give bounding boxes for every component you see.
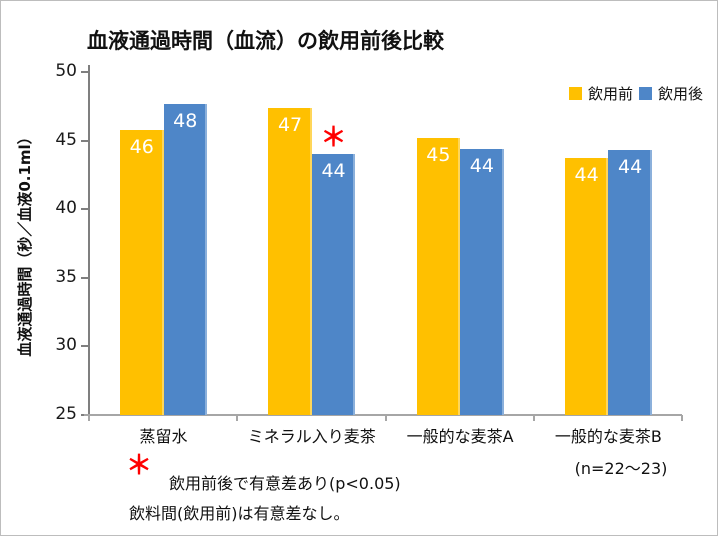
bar-after-1 bbox=[311, 154, 356, 415]
x-category-label-3: 一般的な麦茶B bbox=[554, 427, 662, 446]
y-tick-mark bbox=[81, 139, 88, 142]
bar-value-label: 48 bbox=[173, 109, 198, 132]
y-axis-title: 血液通過時間（秒／血液0.1ml） bbox=[16, 129, 34, 357]
bar-value-label: 44 bbox=[574, 164, 599, 187]
y-tick-mark bbox=[81, 276, 88, 279]
legend-label-after: 飲用後 bbox=[657, 84, 703, 103]
bar-before-3 bbox=[564, 158, 609, 415]
y-tick-mark bbox=[81, 208, 88, 211]
x-axis-line bbox=[84, 414, 682, 416]
bar-after-0 bbox=[163, 103, 207, 415]
bar-value-label: 44 bbox=[469, 154, 494, 177]
sample-size-note: (n=22～23) bbox=[574, 459, 668, 478]
x-tick-mark bbox=[384, 415, 387, 421]
x-category-label-0: 蒸留水 bbox=[139, 427, 188, 446]
legend-swatch-after-icon bbox=[638, 86, 652, 100]
y-axis-line bbox=[88, 65, 90, 415]
x-tick-mark bbox=[236, 415, 239, 421]
x-category-label-1: ミネラル入り麦茶 bbox=[247, 427, 376, 446]
bar-before-2 bbox=[416, 137, 461, 415]
bar-after-3 bbox=[608, 150, 652, 415]
chart-title: 血液通過時間（血流）の飲用前後比較 bbox=[87, 29, 444, 53]
y-tick-mark bbox=[81, 345, 88, 348]
y-tick-label: 50 bbox=[55, 61, 77, 81]
legend-swatch-before-icon bbox=[568, 86, 582, 100]
x-tick-mark bbox=[681, 415, 683, 421]
bar-value-label: 47 bbox=[277, 113, 303, 136]
y-tick-label: 45 bbox=[55, 129, 77, 150]
bar-value-label: 45 bbox=[426, 143, 451, 166]
bar-value-label: 46 bbox=[129, 135, 154, 158]
x-tick-mark bbox=[88, 415, 90, 421]
chart-significance-asterisk-icon: ＊ bbox=[320, 123, 347, 154]
legend: 飲用前 飲用後 bbox=[531, 83, 703, 103]
y-tick-label: 35 bbox=[55, 266, 77, 287]
footnote-significant: 飲用前後で有意差あり(p<0.05) bbox=[169, 474, 401, 493]
x-tick-mark bbox=[532, 415, 535, 421]
bar-before-1 bbox=[268, 107, 312, 415]
legend-label-before: 飲用前 bbox=[587, 84, 633, 103]
footnote-no-difference: 飲料間(飲用前)は有意差なし。 bbox=[129, 504, 350, 523]
y-tick-label: 30 bbox=[55, 335, 77, 356]
y-tick-label: 25 bbox=[55, 404, 77, 424]
bar-value-label: 44 bbox=[618, 156, 643, 179]
bar-value-label: 44 bbox=[321, 160, 346, 183]
y-tick-label: 40 bbox=[55, 198, 77, 219]
bar-after-2 bbox=[460, 148, 504, 415]
significance-asterisk-icon: ＊ bbox=[126, 451, 153, 481]
x-category-label-2: 一般的な麦茶A bbox=[406, 427, 514, 446]
bar-before-0 bbox=[120, 129, 164, 415]
y-tick-mark bbox=[81, 71, 88, 73]
